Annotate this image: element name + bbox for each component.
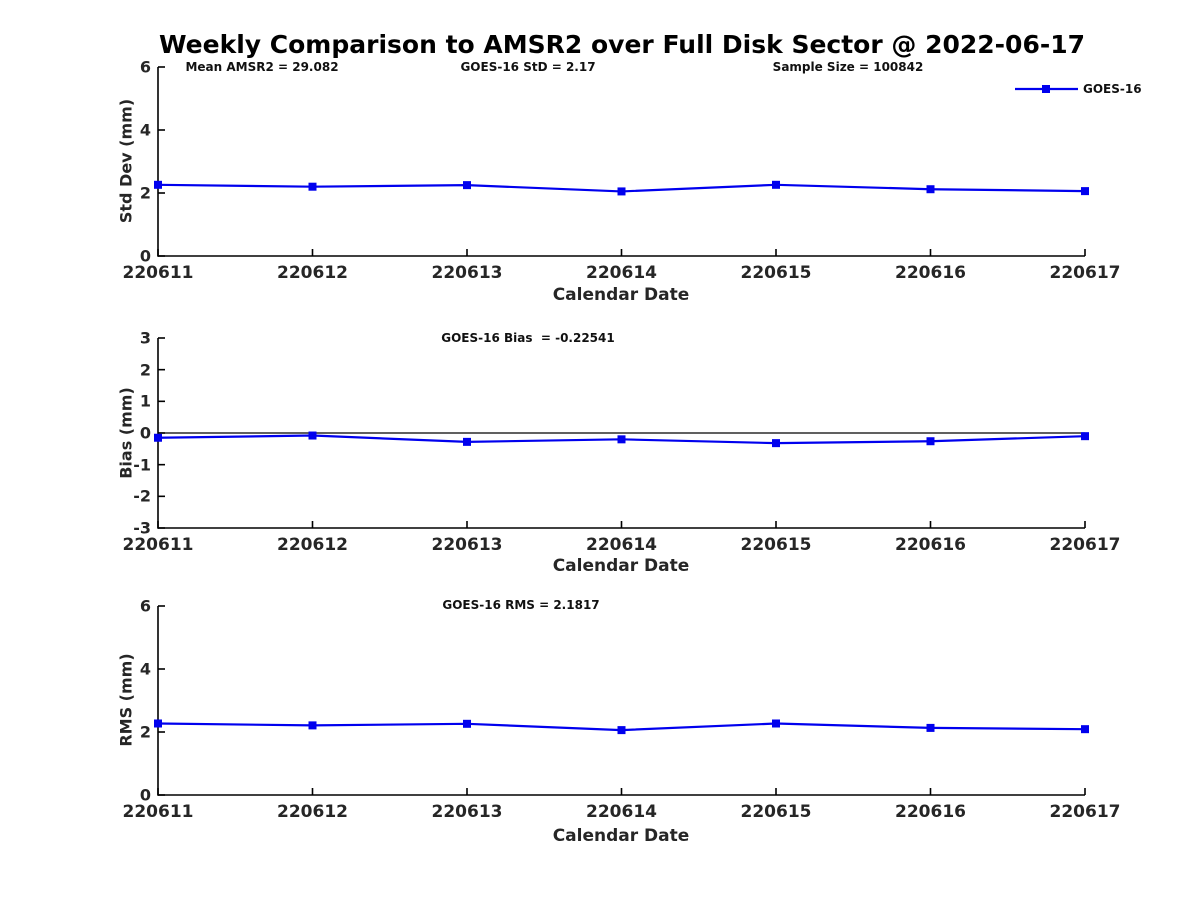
y-axis-label-rms: RMS (mm) — [116, 653, 136, 747]
x-tick-label: 220616 — [895, 802, 966, 822]
x-axis-label-calendar-date-2: Calendar Date — [552, 556, 690, 576]
x-tick-label: 220611 — [122, 263, 194, 283]
x-tick-label: 220615 — [740, 263, 812, 283]
y-tick-label: 4 — [139, 120, 151, 140]
legend-marker-icon — [1042, 85, 1050, 93]
x-axis-label-calendar-date-1: Calendar Date — [552, 285, 690, 305]
data-point-marker — [154, 433, 162, 442]
data-point-marker — [617, 187, 626, 196]
x-tick-label: 220615 — [740, 802, 812, 822]
subplot-1 — [154, 66, 1089, 257]
annotation-goes16-bias: GOES-16 Bias = -0.22541 — [441, 331, 615, 345]
y-tick-label: 0 — [139, 423, 151, 443]
data-point-marker — [308, 182, 317, 191]
x-tick-label: 220611 — [122, 802, 194, 822]
y-tick-label: 0 — [139, 785, 151, 805]
data-point-marker — [463, 437, 471, 446]
x-tick-label: 220617 — [1049, 802, 1121, 822]
data-point-marker — [308, 431, 317, 440]
x-tick-label: 220612 — [277, 535, 348, 555]
data-point-marker — [772, 719, 780, 728]
x-tick-label: 220616 — [895, 263, 966, 283]
annotation-mean-amsr2: Mean AMSR2 = 29.082 — [185, 60, 339, 74]
x-tick-label: 220614 — [586, 535, 657, 555]
data-point-marker — [154, 180, 162, 189]
y-tick-label: 4 — [139, 659, 151, 679]
annotation-goes16-rms: GOES-16 RMS = 2.1817 — [442, 598, 600, 612]
annotation-sample-size: Sample Size = 100842 — [772, 60, 924, 74]
y-tick-label: 0 — [139, 246, 151, 266]
data-point-marker — [926, 185, 935, 194]
x-axis-label-calendar-date-3: Calendar Date — [552, 826, 690, 846]
y-tick-label: -2 — [133, 486, 151, 506]
y-tick-label: 2 — [139, 722, 151, 742]
x-tick-label: 220616 — [895, 535, 966, 555]
data-point-marker — [463, 181, 471, 190]
x-tick-label: 220614 — [586, 263, 657, 283]
data-point-marker — [1081, 432, 1089, 441]
x-tick-label: 220617 — [1049, 263, 1121, 283]
data-point-marker — [1081, 187, 1089, 196]
data-point-marker — [926, 723, 935, 732]
y-tick-label: 3 — [139, 328, 151, 348]
annotation-goes16-std: GOES-16 StD = 2.17 — [460, 60, 596, 74]
data-point-marker — [772, 439, 780, 448]
x-tick-label: 220614 — [586, 802, 657, 822]
data-point-marker — [617, 435, 626, 444]
legend-label: GOES-16 — [1083, 82, 1142, 96]
x-tick-label: 220617 — [1049, 535, 1121, 555]
figure-title: Weekly Comparison to AMSR2 over Full Dis… — [158, 30, 1086, 59]
data-point-marker — [463, 719, 471, 728]
subplot-2 — [154, 337, 1089, 529]
x-tick-label: 220611 — [122, 535, 194, 555]
x-tick-label: 220613 — [431, 263, 503, 283]
y-axis-label-std-dev: Std Dev (mm) — [116, 98, 136, 224]
x-tick-label: 220612 — [277, 802, 348, 822]
x-tick-label: 220612 — [277, 263, 348, 283]
subplot-3 — [154, 605, 1089, 796]
data-point-marker — [772, 180, 780, 189]
data-point-marker — [1081, 725, 1089, 734]
y-tick-label: 6 — [139, 596, 151, 616]
y-tick-label: -1 — [133, 455, 151, 475]
data-point-marker — [308, 721, 317, 730]
y-tick-label: 6 — [139, 57, 151, 77]
y-tick-label: 2 — [139, 183, 151, 203]
legend-swatch — [1015, 85, 1078, 93]
y-tick-label: -3 — [133, 518, 151, 538]
y-tick-label: 2 — [139, 360, 151, 380]
data-point-marker — [154, 719, 162, 728]
x-tick-label: 220615 — [740, 535, 812, 555]
data-point-marker — [926, 437, 935, 446]
x-tick-label: 220613 — [431, 802, 503, 822]
y-tick-label: 1 — [139, 391, 151, 411]
data-point-marker — [617, 726, 626, 735]
x-tick-label: 220613 — [431, 535, 503, 555]
